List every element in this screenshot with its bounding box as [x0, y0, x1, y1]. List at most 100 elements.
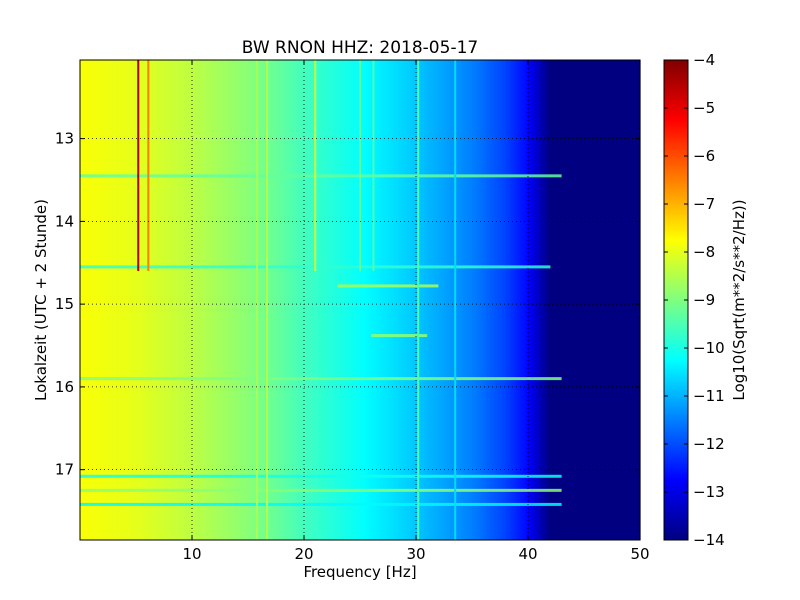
- heatmap-column: [108, 60, 112, 540]
- colorbar-tick-label: −11: [693, 387, 725, 405]
- broadband-event: [80, 174, 562, 178]
- heatmap-column: [220, 60, 224, 540]
- heatmap-column: [530, 60, 535, 540]
- x-tick-label: 10: [182, 545, 201, 563]
- colorbar-tick-label: −4: [693, 51, 715, 69]
- heatmap-column: [130, 60, 134, 540]
- heatmap-column: [553, 60, 557, 540]
- heatmap-column: [119, 60, 123, 540]
- heatmap-column: [600, 60, 605, 540]
- broadband-event: [80, 377, 562, 381]
- heatmap-column: [351, 60, 355, 540]
- heatmap-column: [343, 60, 347, 540]
- heatmap-column: [239, 60, 243, 540]
- y-tick-label: 15: [55, 295, 74, 313]
- heatmap-column: [544, 60, 549, 540]
- chart-title: BW RNON HHZ: 2018-05-17: [242, 38, 478, 58]
- heatmap-column: [432, 60, 437, 540]
- heatmap-column: [617, 60, 621, 540]
- heatmap-column: [508, 60, 512, 540]
- heatmap-column: [393, 60, 397, 540]
- heatmap-column: [497, 60, 501, 540]
- heatmap-column: [382, 60, 386, 540]
- heatmap-column: [626, 60, 630, 540]
- heatmap-column: [430, 60, 434, 540]
- heatmap-column: [273, 60, 277, 540]
- heatmap-column: [113, 60, 117, 540]
- x-axis: 10 20 30 40 50: [182, 60, 650, 563]
- heatmap-column: [516, 60, 521, 540]
- heatmap-column: [452, 60, 456, 540]
- heatmap-column: [194, 60, 199, 540]
- heatmap-column: [598, 60, 602, 540]
- heatmap-column: [270, 60, 274, 540]
- heatmap-column: [169, 60, 173, 540]
- heatmap-column: [586, 60, 591, 540]
- heatmap-column: [208, 60, 213, 540]
- heatmap-column: [399, 60, 403, 540]
- narrowband-line: [454, 60, 457, 540]
- heatmap-column: [455, 60, 459, 540]
- heatmap-column: [206, 60, 210, 540]
- heatmap-column: [567, 60, 571, 540]
- heatmap-column: [589, 60, 593, 540]
- heatmap-column: [256, 60, 260, 540]
- narrowband-line: [266, 60, 269, 540]
- heatmap-column: [581, 60, 585, 540]
- heatmap-column: [522, 60, 526, 540]
- heatmap-column: [259, 60, 263, 540]
- heatmap-column: [315, 60, 319, 540]
- heatmap-column: [183, 60, 187, 540]
- y-axis-label: Lokalzeit (UTC + 2 Stunde): [32, 199, 50, 401]
- heatmap-column: [141, 60, 145, 540]
- heatmap-column: [80, 60, 84, 540]
- colorbar-tick-label: −5: [693, 99, 715, 117]
- heatmap-column: [592, 60, 596, 540]
- heatmap-column: [570, 60, 574, 540]
- heatmap-column: [242, 60, 246, 540]
- heatmap-column: [197, 60, 201, 540]
- heatmap-column: [404, 60, 409, 540]
- heatmap-column: [396, 60, 400, 540]
- broadband-event: [80, 502, 562, 506]
- heatmap-column: [536, 60, 540, 540]
- heatmap-column: [248, 60, 252, 540]
- heatmap-column: [348, 60, 353, 540]
- heatmap-column: [164, 60, 168, 540]
- heatmap-column: [323, 60, 327, 540]
- heatmap-column: [309, 60, 313, 540]
- y-tick-label: 17: [55, 461, 74, 479]
- heatmap-column: [228, 60, 232, 540]
- colorbar-tick-label: −12: [693, 435, 725, 453]
- heatmap-column: [161, 60, 165, 540]
- heatmap-column: [306, 60, 311, 540]
- heatmap-column: [410, 60, 414, 540]
- heatmap-column: [365, 60, 369, 540]
- plot-area: [79, 59, 641, 541]
- heatmap-column: [584, 60, 588, 540]
- heatmap-column: [116, 60, 120, 540]
- heatmap-column: [463, 60, 467, 540]
- heatmap-column: [267, 60, 271, 540]
- heatmap-column: [211, 60, 215, 540]
- heatmap-column: [502, 60, 507, 540]
- heatmap-column: [427, 60, 431, 540]
- heatmap-column: [99, 60, 103, 540]
- heatmap-column: [222, 60, 227, 540]
- narrowband-line: [147, 60, 150, 272]
- plot-frame: [79, 59, 641, 541]
- heatmap-column: [152, 60, 157, 540]
- heatmap-column: [250, 60, 255, 540]
- heatmap-column: [388, 60, 392, 540]
- heatmap-column: [483, 60, 487, 540]
- heatmap-column: [334, 60, 339, 540]
- narrowband-line: [255, 60, 258, 540]
- colorbar-tick-label: −8: [693, 243, 715, 261]
- heatmap-column: [354, 60, 358, 540]
- heatmap-column: [469, 60, 473, 540]
- heatmap-column: [500, 60, 504, 540]
- heatmap-column: [390, 60, 395, 540]
- heatmap-column: [262, 60, 266, 540]
- heatmap-column: [276, 60, 280, 540]
- heatmap-column: [332, 60, 336, 540]
